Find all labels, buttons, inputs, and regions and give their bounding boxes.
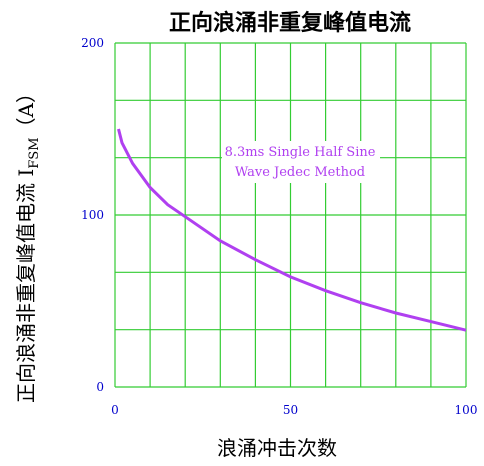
x-tick-label: 50 <box>283 403 298 417</box>
y-axis-label: 正向浪涌非重复峰值电流 IFSM（A） <box>14 83 42 403</box>
x-tick-label: 0 <box>111 403 119 417</box>
y-tick-label: 0 <box>96 380 104 394</box>
x-axis-label: 浪涌冲击次数 <box>217 436 337 460</box>
annotation-box <box>222 141 380 183</box>
annotation-line-2: Wave Jedec Method <box>235 165 365 180</box>
axis-ticks: 0 50 100 0 100 200 <box>81 36 477 417</box>
annotation-line-1: 8.3ms Single Half Sine <box>225 145 376 160</box>
y-axis-label-sub: FSM <box>27 137 42 168</box>
y-axis-label-unit: （A） <box>14 83 38 137</box>
chart-title: 正向浪涌非重复峰值电流 <box>169 10 411 36</box>
series-line <box>117 128 467 332</box>
grid <box>114 42 467 388</box>
y-tick-label: 100 <box>81 208 104 222</box>
x-tick-label: 100 <box>455 403 478 417</box>
y-tick-label: 200 <box>81 36 104 50</box>
y-axis-label-main: 正向浪涌非重复峰值电流 I <box>14 169 38 403</box>
